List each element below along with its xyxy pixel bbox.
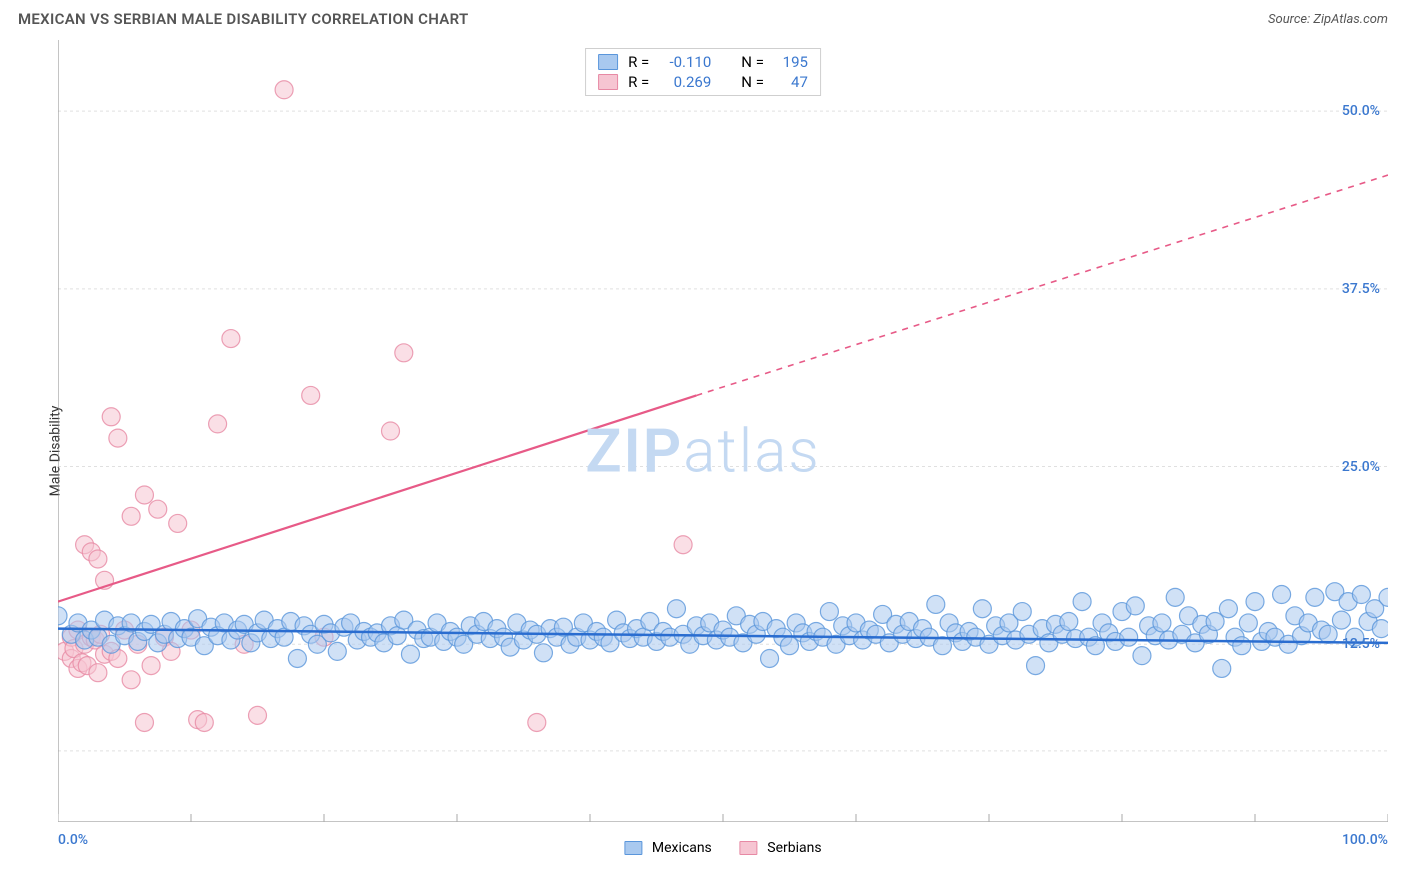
r-value-pink: 0.269 [659, 73, 711, 91]
y-tick-label: 37.5% [1342, 281, 1380, 297]
legend-item-mexicans: Mexicans [624, 840, 711, 856]
legend-label-serbians: Serbians [767, 840, 821, 856]
r-label: R = [628, 73, 649, 91]
x-min-label: 0.0% [58, 832, 88, 848]
x-max-label: 100.0% [1342, 832, 1388, 848]
stats-row-blue: R = -0.110 N = 195 [598, 53, 808, 71]
r-value-blue: -0.110 [659, 53, 711, 71]
y-tick-label: 25.0% [1342, 459, 1380, 475]
y-tick-label: 50.0% [1342, 103, 1380, 119]
pink-swatch-icon [740, 841, 758, 855]
bottom-legend: Mexicans Serbians [624, 840, 821, 856]
source-label: Source: ZipAtlas.com [1268, 12, 1388, 27]
stats-row-pink: R = 0.269 N = 47 [598, 73, 808, 91]
n-label: N = [741, 53, 764, 71]
chart-header: MEXICAN VS SERBIAN MALE DISABILITY CORRE… [0, 0, 1406, 34]
blue-swatch-icon [598, 54, 618, 70]
chart-area: Male Disability R = -0.110 N = 195 R = 0… [18, 40, 1388, 862]
pink-swatch-icon [598, 74, 618, 90]
n-value-pink: 47 [774, 73, 808, 91]
correlation-stats-box: R = -0.110 N = 195 R = 0.269 N = 47 [585, 48, 821, 96]
n-label: N = [741, 73, 764, 91]
y-tick-label: 12.5% [1342, 636, 1380, 652]
legend-label-mexicans: Mexicans [652, 840, 712, 856]
r-label: R = [628, 53, 649, 71]
chart-title: MEXICAN VS SERBIAN MALE DISABILITY CORRE… [18, 10, 468, 28]
legend-item-serbians: Serbians [740, 840, 822, 856]
blue-swatch-icon [624, 841, 642, 855]
x-axis: 0.0% 100.0% Mexicans Serbians [58, 822, 1388, 862]
scatter-plot [58, 40, 1388, 822]
n-value-blue: 195 [774, 53, 808, 71]
